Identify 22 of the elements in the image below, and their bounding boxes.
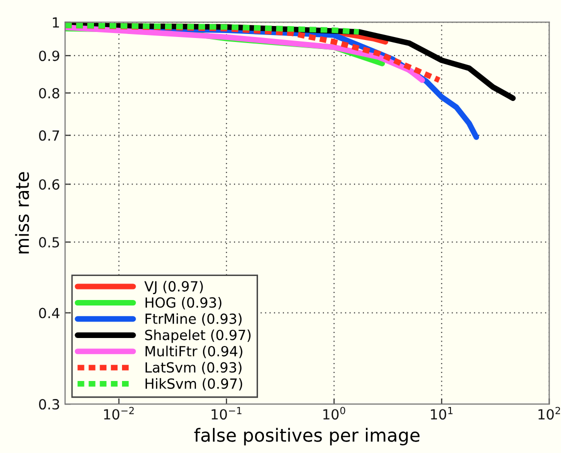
legend-label: Shapelet (0.97) (145, 329, 251, 343)
x-tick-label: 10$^{2}$ (538, 406, 560, 420)
legend-label: HOG (0.93) (146, 297, 222, 310)
x-tick-label: 10$^{0}$ (323, 406, 346, 420)
y-axis-title: miss rate (15, 172, 30, 254)
y-tick-label: 0.7 (39, 130, 60, 141)
legend-label: FtrMine (0.93) (146, 313, 242, 326)
legend-label: HikSvm (0.97) (146, 378, 242, 391)
y-tick-label: 0.9 (39, 50, 60, 62)
x-tick-label: 10$^{1}$ (430, 406, 453, 420)
y-tick-label: 0.5 (39, 237, 59, 248)
x-tick-label: 10$^{−2}$ (104, 406, 134, 420)
y-tick-label: 0.6 (39, 179, 60, 190)
y-tick-label: 1 (52, 17, 59, 28)
y-tick-label: 0.3 (39, 399, 60, 410)
x-axis-title: false positives per image (194, 428, 420, 446)
legend-label: LatSvm (0.93) (146, 362, 242, 374)
y-tick-label: 0.4 (39, 308, 60, 318)
y-tick-label: 0.8 (39, 88, 60, 98)
x-tick-label: 10$^{−1}$ (212, 406, 242, 420)
legend-label: MultiFtr (0.94) (146, 346, 242, 358)
legend-label: VJ (0.97) (144, 280, 203, 294)
